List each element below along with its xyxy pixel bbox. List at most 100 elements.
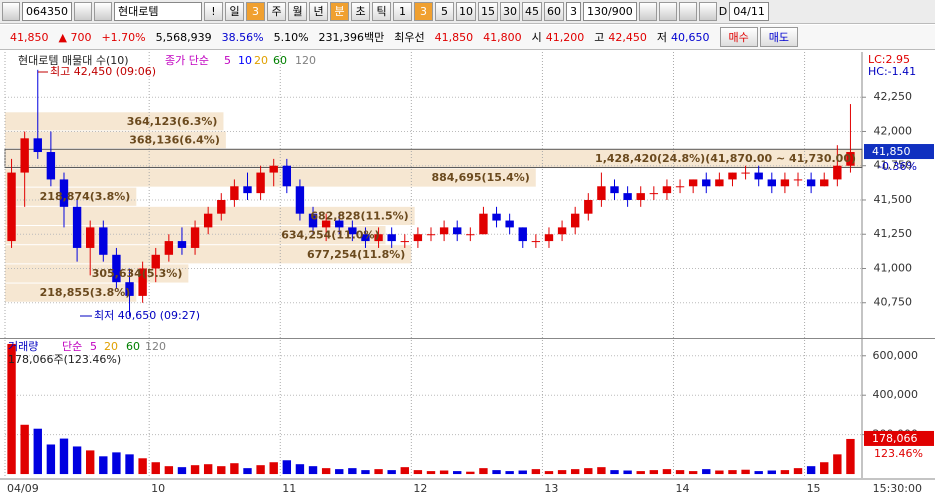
settings-button[interactable] <box>698 2 717 21</box>
open-label: 시 <box>531 31 542 44</box>
stock-code[interactable]: 064350 <box>22 2 72 21</box>
stock-name[interactable]: 현대로템 <box>114 2 202 21</box>
period-button[interactable]: 주 <box>267 2 286 21</box>
candle-body <box>780 179 790 187</box>
legend-period: 60 <box>273 54 287 67</box>
legend-period: 5 <box>224 54 231 67</box>
volume-profile-bar <box>5 168 536 187</box>
candle-body <box>518 227 527 242</box>
candle-body <box>531 241 541 243</box>
volume-tag-label: 178,066 <box>872 432 918 445</box>
volume-bar <box>531 469 541 475</box>
volume-profile-bar <box>5 112 224 131</box>
candle-body <box>623 193 632 200</box>
candle-body <box>557 227 567 235</box>
flag-check[interactable]: D <box>718 5 728 18</box>
y-tick-label: 41,000 <box>874 261 913 274</box>
period-button[interactable]: 1 <box>393 2 412 21</box>
y-tick-label: 600,000 <box>873 349 919 362</box>
period-button[interactable]: ! <box>204 2 223 21</box>
period-button[interactable]: 일 <box>225 2 244 21</box>
candle-body <box>387 234 396 242</box>
tool-button[interactable] <box>678 2 697 21</box>
date-input[interactable]: 04/11 <box>729 2 769 21</box>
ask: 41,850 <box>434 30 474 44</box>
buy-button[interactable]: 매수 <box>719 27 758 47</box>
volume-bar <box>426 471 436 475</box>
candle-body <box>466 234 475 236</box>
y-tick-label: 41,500 <box>874 193 913 206</box>
volume-bar <box>466 471 475 475</box>
candle-body <box>675 186 685 188</box>
volume-bar <box>282 460 292 475</box>
volume-bar <box>7 343 16 475</box>
candle-body <box>793 179 803 181</box>
volume-bar <box>86 450 95 475</box>
legend-title: 거래량 <box>8 340 38 353</box>
volume-bar <box>754 471 763 475</box>
candle-body <box>282 165 292 187</box>
tool-button[interactable] <box>638 2 657 21</box>
volume-bar <box>72 446 82 475</box>
candle-body <box>806 179 816 187</box>
volume-bar <box>570 469 580 475</box>
volume-bar <box>793 468 803 475</box>
search-button[interactable] <box>74 2 92 21</box>
candle-body <box>597 186 606 200</box>
candle-body <box>177 241 187 248</box>
volume-profile-label: 368,136(6.4%) <box>129 133 220 146</box>
period-button[interactable]: 30 <box>500 2 520 21</box>
period-button[interactable]: 틱 <box>372 2 391 21</box>
candle-body <box>754 172 763 180</box>
volume-bar <box>164 466 174 475</box>
period-button[interactable]: 60 <box>544 2 564 21</box>
period-button[interactable]: 3 <box>246 2 265 21</box>
volume-tag <box>864 430 934 446</box>
candle-body <box>203 213 213 228</box>
bid: 41,800 <box>483 30 522 44</box>
candle-body <box>846 152 855 166</box>
count-select[interactable]: 3 <box>566 2 581 21</box>
volume-bar <box>374 469 383 475</box>
candle-body <box>374 234 383 242</box>
tool-button[interactable] <box>658 2 677 21</box>
period-button[interactable]: 년 <box>309 2 328 21</box>
menu-icon[interactable] <box>2 2 20 21</box>
period-button[interactable]: 분 <box>330 2 349 21</box>
candle-body <box>164 241 174 255</box>
volume-bar <box>623 470 632 475</box>
legend-period: 10 <box>238 54 252 67</box>
period-button[interactable]: 45 <box>522 2 542 21</box>
candle-body <box>46 152 56 180</box>
legend-period: 5 <box>90 340 97 353</box>
candle-body <box>570 213 580 228</box>
volume-bar <box>321 468 331 475</box>
period-button[interactable]: 15 <box>478 2 498 21</box>
volume-bar <box>715 470 724 475</box>
candle-body <box>138 268 147 296</box>
period-button[interactable]: 월 <box>288 2 307 21</box>
period-button[interactable]: 10 <box>456 2 476 21</box>
x-tick-label: 13 <box>544 482 558 495</box>
volume-bar <box>636 471 645 475</box>
period-button[interactable]: 3 <box>414 2 433 21</box>
change-pct: +1.70% <box>101 30 146 44</box>
volume-bar <box>177 467 187 475</box>
candle-body <box>453 227 462 235</box>
volume-bar <box>584 468 593 475</box>
sound-button[interactable] <box>94 2 112 21</box>
volume-bar <box>662 469 672 475</box>
legend-period: 20 <box>104 340 118 353</box>
candle-body <box>439 227 449 235</box>
candle-body <box>505 220 514 228</box>
change: ▲ 700 <box>58 30 92 44</box>
volume-bar <box>688 471 698 475</box>
price-tag-label: 41,850 <box>872 145 911 158</box>
period-button[interactable]: 5 <box>435 2 454 21</box>
volume-bar <box>112 452 121 475</box>
sell-button[interactable]: 매도 <box>759 27 799 47</box>
period-button[interactable]: 초 <box>351 2 370 21</box>
volume-bar <box>806 466 816 475</box>
candle-body <box>400 241 409 243</box>
